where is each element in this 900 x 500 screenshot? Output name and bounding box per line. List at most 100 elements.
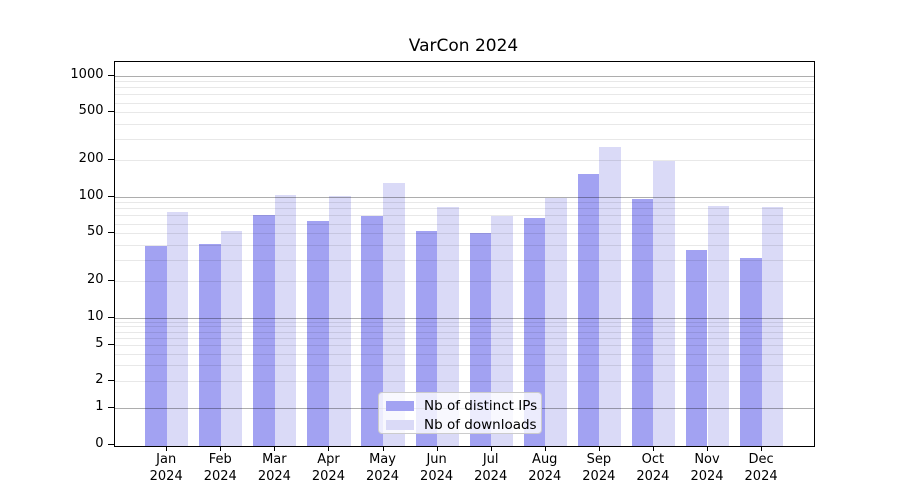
x-tick-label-mar: Mar 2024	[257, 451, 291, 485]
bar-downloads-may	[383, 183, 405, 446]
gridline-9	[114, 321, 814, 323]
bar-distinct-ips-mar	[253, 214, 275, 446]
gridline-100	[114, 196, 814, 198]
x-tick-mark-jan	[166, 445, 168, 451]
y-tick-label-1: 1	[95, 399, 104, 414]
x-tick-mark-nov	[707, 445, 708, 451]
y-tick-label-100: 100	[78, 187, 104, 203]
x-tick-label-may: May 2024	[365, 451, 400, 485]
legend-row: Nb of downloads	[386, 417, 541, 433]
x-tick-mark-sep	[598, 445, 600, 451]
y-tick-mark-10	[107, 316, 114, 318]
y-tick-mark-500	[107, 111, 114, 113]
y-tick-label-5: 5	[95, 335, 104, 351]
gridline-10	[114, 317, 814, 319]
legend-swatch-downloads	[386, 419, 414, 431]
x-tick-label-apr: Apr 2024	[311, 451, 345, 485]
x-tick-label-aug: Aug 2024	[528, 451, 562, 485]
x-tick-mark-feb	[220, 445, 222, 451]
y-tick-label-1000: 1000	[70, 66, 104, 82]
y-tick-mark-50	[107, 232, 114, 234]
legend-row: Nb of distinct IPs	[386, 398, 541, 414]
gridline-60	[114, 223, 814, 225]
gridline-8	[114, 326, 814, 328]
x-tick-mark-jul	[490, 445, 492, 451]
bar-downloads-mar	[274, 195, 297, 446]
gridline-6	[114, 337, 814, 339]
gridline-400	[114, 123, 814, 125]
legend-label-distinct-ips: Nb of distinct IPs	[424, 398, 538, 414]
gridline-7	[114, 331, 814, 333]
y-tick-label-2: 2	[95, 371, 104, 387]
y-tick-mark-100	[107, 195, 114, 197]
bar-downloads-apr	[328, 196, 351, 446]
gridline-300	[114, 138, 814, 140]
x-tick-label-sep: Sep 2024	[582, 451, 616, 485]
bar-distinct-ips-feb	[199, 243, 221, 446]
y-tick-label-500: 500	[78, 103, 104, 119]
gridline-40	[114, 244, 814, 246]
x-tick-label-dec: Dec 2024	[744, 451, 778, 485]
y-tick-mark-1	[107, 407, 114, 408]
bar-distinct-ips-jan	[145, 246, 167, 446]
gridline-600	[114, 102, 814, 104]
x-tick-mark-apr	[328, 445, 330, 451]
legend-label-downloads: Nb of downloads	[424, 417, 537, 433]
bar-downloads-jan	[166, 211, 189, 446]
bar-distinct-ips-oct	[631, 199, 654, 446]
gridline-90	[114, 202, 814, 204]
bar-downloads-nov	[707, 205, 730, 446]
chart-title: VarCon 2024	[408, 36, 519, 56]
legend-swatch-distinct-ips	[386, 400, 414, 412]
gridline-200	[114, 160, 814, 162]
y-tick-mark-2	[107, 379, 114, 381]
plot-area	[113, 60, 815, 447]
y-tick-mark-1000	[107, 74, 114, 76]
y-tick-label-50: 50	[86, 224, 104, 240]
x-tick-label-jan: Jan 2024	[149, 451, 183, 485]
bar-distinct-ips-may	[361, 216, 383, 446]
gridline-1000	[114, 75, 814, 77]
gridline-900	[114, 81, 814, 83]
gridline-700	[114, 94, 814, 96]
y-tick-label-10: 10	[86, 308, 104, 324]
bar-distinct-ips-aug	[523, 217, 546, 446]
bar-downloads-feb	[220, 231, 243, 446]
y-tick-mark-0	[107, 444, 114, 446]
y-tick-label-20: 20	[86, 272, 104, 288]
bar-distinct-ips-nov	[685, 250, 708, 446]
legend: Nb of distinct IPs Nb of downloads	[378, 392, 542, 434]
gridline-50	[114, 233, 814, 235]
x-tick-label-jul: Jul 2024	[474, 451, 508, 485]
bar-distinct-ips-dec	[739, 258, 762, 446]
gridline-5	[114, 344, 814, 346]
gridline-3	[114, 364, 814, 366]
gridline-20	[114, 281, 814, 283]
bar-downloads-dec	[761, 207, 784, 446]
bar-downloads-aug	[545, 197, 567, 446]
bar-downloads-oct	[653, 160, 675, 446]
y-tick-mark-20	[107, 280, 114, 282]
x-tick-mark-dec	[761, 445, 763, 451]
x-tick-label-jun: Jun 2024	[420, 451, 454, 485]
gridline-80	[114, 208, 814, 210]
x-tick-label-nov: Nov 2024	[690, 451, 724, 485]
x-tick-mark-mar	[274, 445, 276, 451]
x-tick-mark-may	[382, 445, 384, 451]
bar-downloads-jul	[491, 216, 513, 446]
x-tick-mark-aug	[544, 445, 546, 451]
gridline-4	[114, 353, 814, 355]
y-tick-label-0: 0	[95, 436, 104, 452]
x-tick-mark-oct	[652, 445, 654, 451]
y-tick-label-200: 200	[78, 151, 104, 167]
y-tick-mark-5	[107, 343, 114, 345]
gridline-2	[114, 380, 814, 382]
gridline-800	[114, 87, 814, 89]
x-tick-label-feb: Feb 2024	[203, 451, 237, 485]
gridline-500	[114, 112, 814, 114]
x-tick-mark-jun	[436, 445, 438, 451]
bar-distinct-ips-sep	[577, 173, 600, 446]
bar-downloads-sep	[599, 146, 621, 446]
x-tick-label-oct: Oct 2024	[636, 451, 670, 485]
